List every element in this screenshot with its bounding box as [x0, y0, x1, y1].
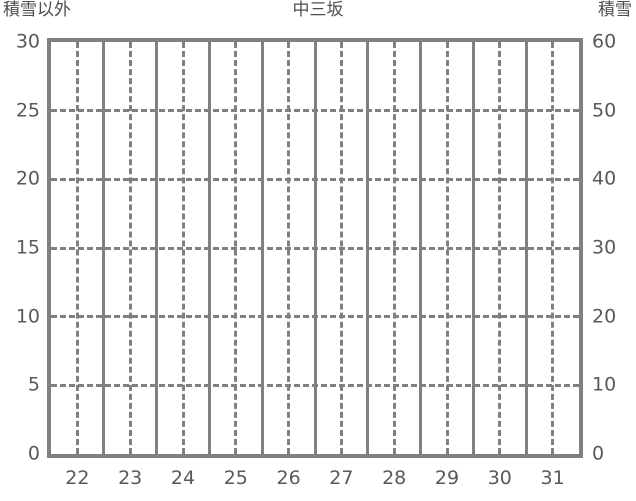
right-tick-label: 10: [592, 373, 617, 396]
x-tick-label: 22: [65, 467, 90, 489]
right-tick-label: 60: [592, 30, 617, 53]
left-axis-title: 積雪以外: [3, 0, 71, 20]
right-tick-label: 30: [592, 236, 617, 259]
left-tick-label: 20: [15, 167, 40, 190]
x-tick-label: 23: [118, 467, 143, 489]
left-tick-label: 25: [15, 99, 40, 122]
left-tick-label: 15: [15, 236, 40, 259]
gridline-horizontal: [51, 177, 579, 181]
x-tick-label: 31: [540, 467, 565, 489]
x-tick-label: 27: [329, 467, 354, 489]
right-tick-label: 40: [592, 167, 617, 190]
x-tick-label: 26: [276, 467, 301, 489]
right-axis-ticks: 0 10 20 30 40 50 60: [592, 31, 636, 464]
gridline-horizontal: [51, 109, 579, 113]
right-tick-label: 50: [592, 99, 617, 122]
x-tick-label: 28: [382, 467, 407, 489]
left-tick-label: 10: [15, 305, 40, 328]
left-tick-label: 0: [27, 442, 40, 465]
left-axis-ticks: 0 5 10 15 20 25 30: [0, 31, 40, 464]
right-axis-title: 積雪: [598, 0, 632, 20]
x-tick-label: 30: [487, 467, 512, 489]
left-tick-label: 5: [27, 373, 40, 396]
chart-title: 中三坂: [292, 0, 344, 20]
x-axis-ticks: 22 23 24 25 26 27 28 29 30 31: [0, 468, 636, 498]
plot-area: [47, 38, 583, 458]
x-tick-label: 25: [223, 467, 248, 489]
plot-gridlines: [51, 42, 579, 454]
right-tick-label: 0: [592, 442, 605, 465]
left-tick-label: 30: [15, 30, 40, 53]
x-tick-label: 24: [170, 467, 196, 489]
gridline-horizontal: [51, 315, 579, 319]
right-tick-label: 20: [592, 305, 617, 328]
gridline-horizontal: [51, 383, 579, 387]
gridline-horizontal: [51, 246, 579, 250]
x-tick-label: 29: [434, 467, 460, 489]
